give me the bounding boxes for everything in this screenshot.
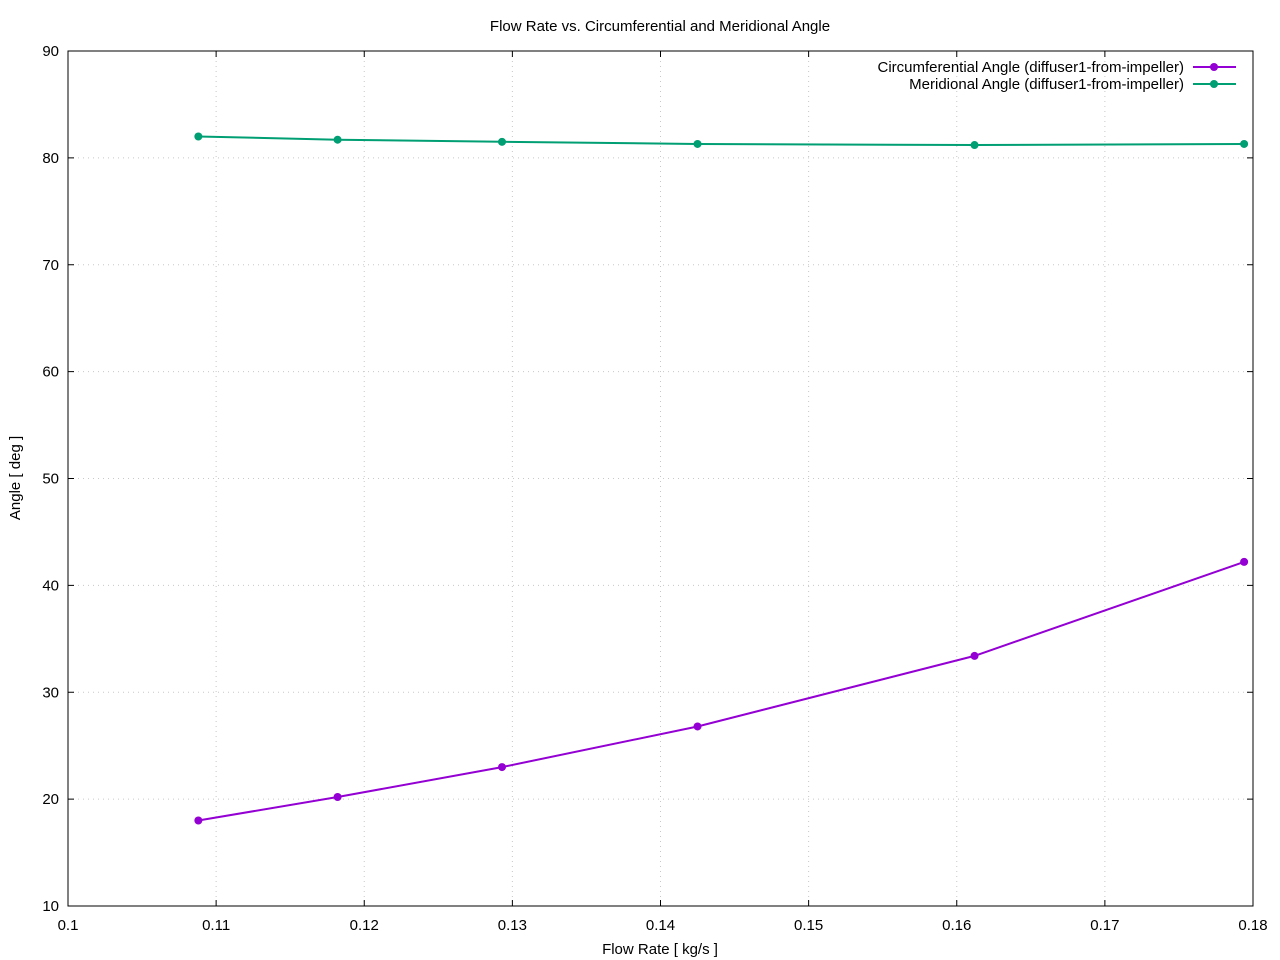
data-point [333, 135, 342, 144]
y-tick-label: 20 [42, 791, 59, 808]
axis-ticks: 0.1 0.11 0.12 0.13 0.14 0.15 0.16 0.17 0.18 10 20 3… [42, 43, 1267, 934]
series-line [198, 560, 1245, 822]
grid [68, 51, 1253, 906]
chart-title: Flow Rate vs. Circumferential and Meridi… [490, 18, 830, 35]
series-2 [194, 132, 1249, 150]
x-tick-label: 0.12 [350, 917, 379, 934]
y-tick-label: 30 [42, 684, 59, 701]
x-axis-label: Flow Rate [ kg/s ] [602, 941, 718, 958]
x-tick-label: 0.11 [202, 917, 230, 934]
legend-label: Meridional Angle (diffuser1-from-impelle… [909, 76, 1184, 93]
x-tick-label: 0.14 [646, 917, 675, 934]
data-point [498, 137, 507, 146]
x-tick-label: 0.13 [498, 917, 527, 934]
data-point [498, 763, 507, 772]
data-point [194, 816, 203, 825]
y-tick-label: 60 [42, 364, 59, 381]
data-point [1240, 139, 1249, 148]
x-tick-label: 0.1 [58, 917, 79, 934]
x-tick-label: 0.17 [1090, 917, 1119, 934]
plot-frame [67, 50, 1254, 907]
data-point [970, 651, 979, 660]
data-point [1240, 557, 1249, 566]
series-line [198, 135, 1245, 147]
x-tick-label: 0.15 [794, 917, 823, 934]
series-1 [194, 557, 1249, 825]
y-tick-label: 50 [42, 471, 59, 488]
legend-entry: Circumferential Angle (diffuser1-from-im… [878, 59, 1236, 76]
legend-swatch-marker [1210, 80, 1218, 88]
data-point [333, 792, 342, 801]
data-point [970, 141, 979, 150]
data-point [194, 132, 203, 141]
legend-swatch-marker [1210, 63, 1218, 71]
y-tick-label: 80 [42, 150, 59, 167]
y-tick-label: 40 [42, 577, 59, 594]
data-point [693, 139, 702, 148]
legend-label: Circumferential Angle (diffuser1-from-im… [878, 59, 1185, 76]
x-tick-label: 0.18 [1238, 917, 1267, 934]
y-tick-label: 10 [42, 898, 59, 915]
y-tick-label: 70 [42, 257, 59, 274]
data-point [693, 722, 702, 731]
y-tick-label: 90 [42, 43, 59, 60]
series-group [194, 132, 1249, 825]
y-axis-label: Angle [ deg ] [7, 436, 24, 520]
x-tick-label: 0.16 [942, 917, 971, 934]
legend: Circumferential Angle (diffuser1-from-im… [878, 59, 1236, 93]
legend-entry: Meridional Angle (diffuser1-from-impelle… [909, 76, 1236, 93]
